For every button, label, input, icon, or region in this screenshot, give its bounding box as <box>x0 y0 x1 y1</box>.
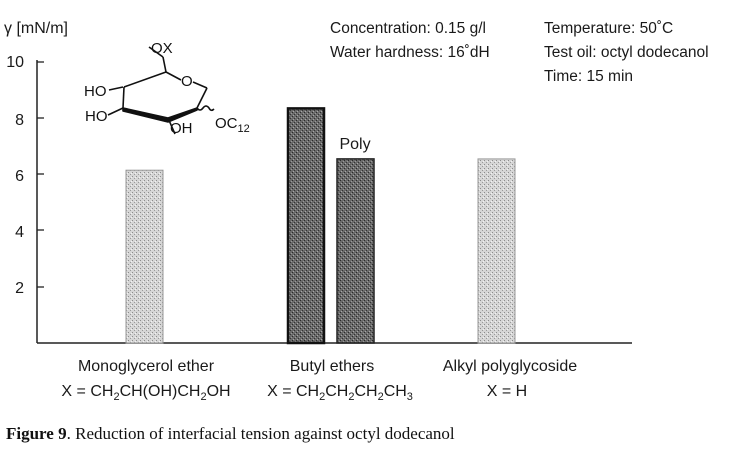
y-tick-label-4: 4 <box>15 224 24 241</box>
substituent-HO-upper: HO <box>84 83 107 100</box>
y-tick-label-6: 6 <box>15 168 24 185</box>
substituent-OX: OX <box>151 40 173 57</box>
bar-annotation-poly: Poly <box>339 136 370 153</box>
formula-part: 2 <box>113 391 119 403</box>
figure-caption-label: Figure 9 <box>6 424 67 443</box>
category-formula-monoglycerol-ether: X = CH2CH(OH)CH2OH <box>61 383 230 403</box>
condition-concentration: Concentration: 0.15 g/l <box>330 20 486 37</box>
category-label-alkyl-polyglycoside: Alkyl polyglycoside <box>443 358 577 375</box>
y-tick-label-8: 8 <box>15 112 24 129</box>
condition-temperature: Temperature: 50˚C <box>544 20 673 37</box>
y-axis-label: γ [mN/m] <box>4 20 68 37</box>
y-tick-label-2: 2 <box>15 280 24 297</box>
pyranose-ring-bonds <box>107 46 215 135</box>
condition-test-oil: Test oil: octyl dodecanol <box>544 44 709 61</box>
formula-part: 3 <box>407 391 413 403</box>
condition-water-hardness: Water hardness: 16˚dH <box>330 44 490 61</box>
bar-alkyl-polyglycoside <box>477 158 516 344</box>
x-category-labels: Monoglycerol ether X = CH2CH(OH)CH2OH Bu… <box>61 358 577 403</box>
formula-part: X = CH <box>267 383 319 400</box>
formula-part: X = H <box>487 383 527 400</box>
formula-part: OH <box>207 383 231 400</box>
substituent-OC12: OC12 <box>215 115 250 135</box>
bar-butyl-ethers-poly <box>336 158 375 344</box>
figure-caption-text: . Reduction of interfacial tension again… <box>66 424 455 443</box>
figure-caption: Figure 9. Reduction of interfacial tensi… <box>6 424 746 444</box>
ring-oxygen: O <box>181 73 193 90</box>
category-formula-alkyl-polyglycoside: X = H <box>487 383 527 400</box>
formula-part: X = CH <box>61 383 113 400</box>
formula-part: 2 <box>200 391 206 403</box>
formula-part: 2 <box>348 391 354 403</box>
bar-butyl-ethers <box>286 107 326 345</box>
bar-monoglycerol-ether <box>125 169 164 344</box>
category-label-butyl-ethers: Butyl ethers <box>290 358 374 375</box>
formula-part: 2 <box>319 391 325 403</box>
test-conditions: Concentration: 0.15 g/l Water hardness: … <box>330 20 709 85</box>
category-formula-butyl-ethers: X = CH2CH2CH2CH3 <box>267 383 413 403</box>
bar-chart: γ [mN/m] 10 8 6 4 2 Poly Concentration: … <box>4 20 709 403</box>
condition-time: Time: 15 min <box>544 68 633 85</box>
y-tick-labels: 10 8 6 4 2 <box>6 54 24 297</box>
glucoside-structure-diagram: OX O HO HO OH OC12 <box>84 40 250 137</box>
formula-part: CH <box>325 383 348 400</box>
formula-part: CH <box>384 383 407 400</box>
y-tick-label-10: 10 <box>6 54 24 71</box>
formula-part: 2 <box>378 391 384 403</box>
formula-part: CH <box>354 383 377 400</box>
substituent-HO-lower: HO <box>85 108 108 125</box>
category-label-monoglycerol-ether: Monoglycerol ether <box>78 358 215 375</box>
formula-part: CH(OH)CH <box>120 383 201 400</box>
substituent-OH: OH <box>170 120 193 137</box>
y-axis-ticks <box>37 61 44 288</box>
